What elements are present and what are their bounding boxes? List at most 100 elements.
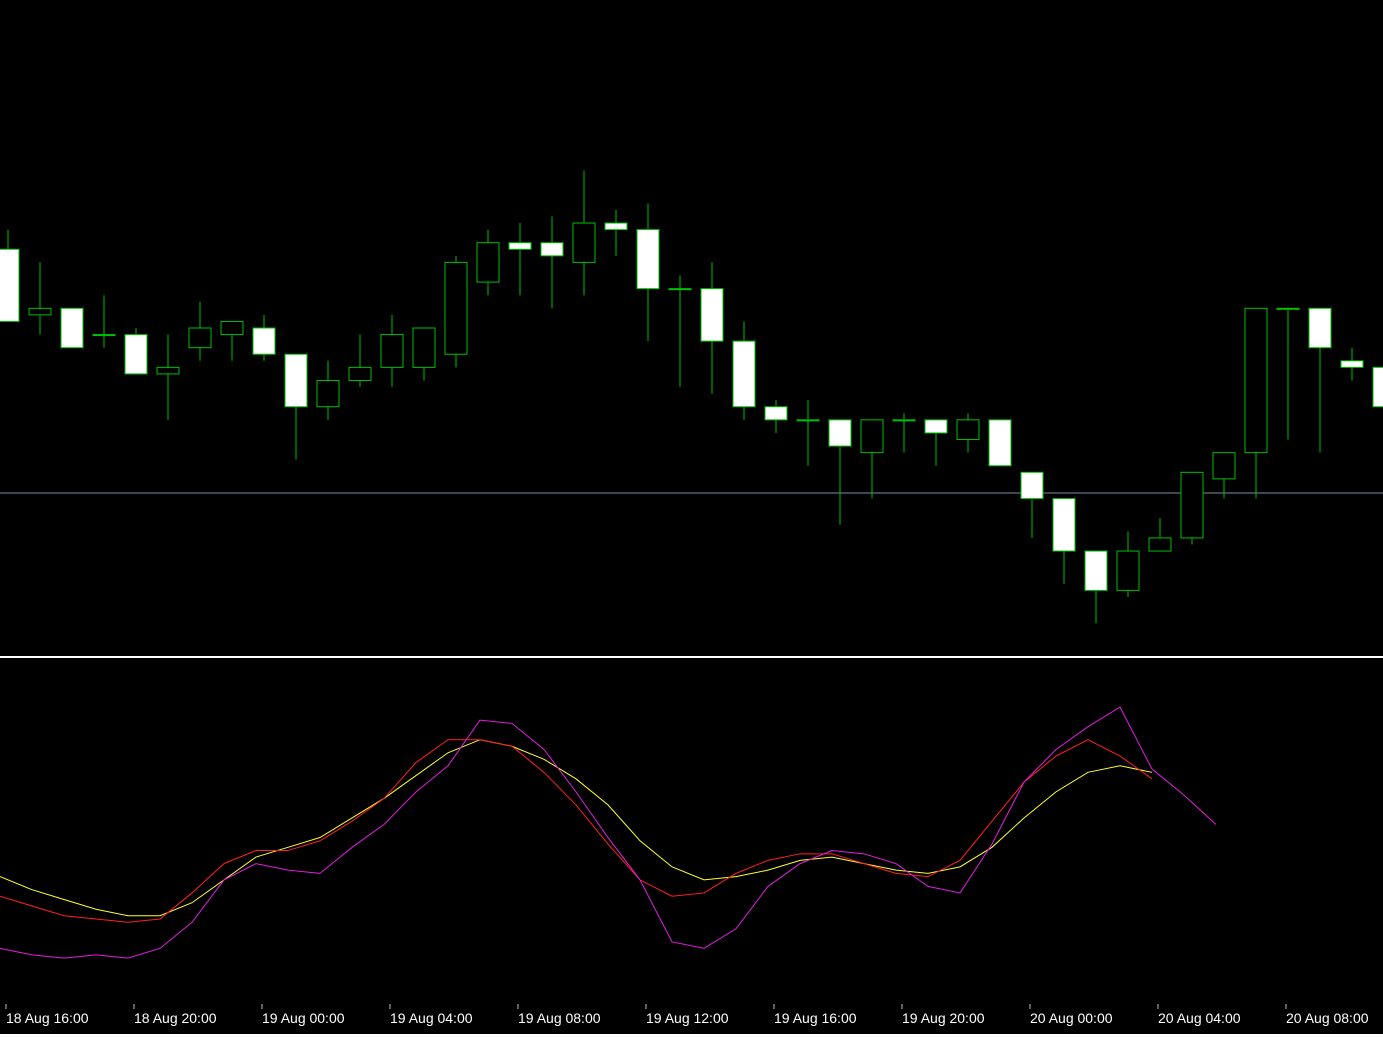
x-tick-label: 19 Aug 16:00 <box>774 1010 857 1026</box>
candle <box>28 262 52 335</box>
candle-body <box>1180 471 1204 539</box>
candle <box>0 229 20 322</box>
x-tick-label: 20 Aug 00:00 <box>1030 1010 1113 1026</box>
x-tick-label: 19 Aug 00:00 <box>262 1010 345 1026</box>
candle <box>444 255 468 368</box>
candle-body <box>540 242 564 257</box>
candle-body <box>1212 452 1236 480</box>
candle-body <box>220 320 244 336</box>
candle-body <box>956 419 980 441</box>
candle-body <box>348 366 372 381</box>
candle <box>540 216 564 309</box>
candle <box>252 314 276 361</box>
x-tick-label: 18 Aug 16:00 <box>6 1010 89 1026</box>
x-tick-label: 19 Aug 12:00 <box>646 1010 729 1026</box>
candle <box>1020 471 1044 538</box>
candle-body <box>0 248 20 322</box>
candle-body <box>1276 307 1300 310</box>
candle <box>92 295 116 348</box>
candle <box>348 334 372 388</box>
candle-body <box>924 419 948 434</box>
candle <box>668 275 692 388</box>
candle <box>604 209 628 256</box>
candle <box>60 307 84 349</box>
candle-body <box>988 419 1012 467</box>
candle-body <box>1244 307 1268 454</box>
candle <box>220 320 244 361</box>
candle <box>732 321 756 420</box>
x-tick-label: 19 Aug 20:00 <box>902 1010 985 1026</box>
candle-body <box>60 307 84 349</box>
candle-body <box>764 406 788 421</box>
candle-body <box>700 288 724 342</box>
candle <box>1340 347 1364 381</box>
candle-body <box>508 242 532 250</box>
candle-body <box>316 379 340 408</box>
candle <box>1180 471 1204 545</box>
candle-body <box>284 353 308 408</box>
candle-body <box>156 366 180 375</box>
candle-body <box>92 334 116 337</box>
candle-body <box>1116 550 1140 591</box>
candle <box>828 419 852 525</box>
candle-body <box>860 419 884 454</box>
candle <box>316 360 340 420</box>
candle-body <box>1020 471 1044 500</box>
candle <box>1372 366 1383 408</box>
candle <box>892 413 916 453</box>
x-tick-label: 19 Aug 04:00 <box>390 1010 473 1026</box>
candle-body <box>124 334 148 375</box>
candle <box>1052 498 1076 584</box>
x-tick-label: 20 Aug 08:00 <box>1286 1010 1369 1026</box>
candle <box>636 203 660 342</box>
x-tick-label: 19 Aug 08:00 <box>518 1010 601 1026</box>
x-tick-label: 20 Aug 04:00 <box>1158 1010 1241 1026</box>
oscillator-panel <box>0 706 1217 959</box>
candle-body <box>732 340 756 408</box>
candle <box>1308 307 1332 453</box>
time-axis: 18 Aug 16:00 18 Aug 20:00 19 Aug 00:00 19 A… <box>5 1004 1369 1026</box>
x-tick-label: 18 Aug 20:00 <box>134 1010 217 1026</box>
series-fast-line <box>0 706 1217 959</box>
candle <box>572 170 596 296</box>
candle <box>508 223 532 296</box>
candle-body <box>476 242 500 283</box>
candle-body <box>1084 550 1108 591</box>
panel-separator[interactable] <box>0 656 1383 658</box>
candle <box>188 301 212 361</box>
candle <box>1148 518 1172 552</box>
candle-body <box>572 222 596 263</box>
candle <box>1116 531 1140 597</box>
candle-body <box>252 327 276 355</box>
candle <box>764 400 788 433</box>
candle <box>476 229 500 296</box>
candle <box>284 353 308 460</box>
candle-body <box>636 229 660 290</box>
candle-body <box>28 307 52 316</box>
candle-body <box>1148 537 1172 552</box>
candle <box>124 328 148 375</box>
candle <box>1212 452 1236 499</box>
candle-body <box>796 419 820 422</box>
bottom-border <box>0 1034 1383 1038</box>
candle <box>1276 307 1300 440</box>
candle <box>988 419 1012 467</box>
candle-body <box>1052 498 1076 552</box>
candle <box>796 400 820 466</box>
price-panel <box>0 170 1383 624</box>
candle-body <box>892 419 916 422</box>
candle <box>1084 550 1108 624</box>
candle-body <box>828 419 852 447</box>
candle <box>1244 307 1268 499</box>
candle <box>412 327 436 381</box>
candle <box>860 419 884 499</box>
candle-body <box>412 327 436 368</box>
candle <box>924 419 948 466</box>
candle-body <box>380 334 404 368</box>
candle-body <box>188 327 212 349</box>
candle-body <box>1308 307 1332 349</box>
series-mid-line <box>0 739 1153 923</box>
candle-body <box>604 222 628 231</box>
candle <box>156 334 180 420</box>
